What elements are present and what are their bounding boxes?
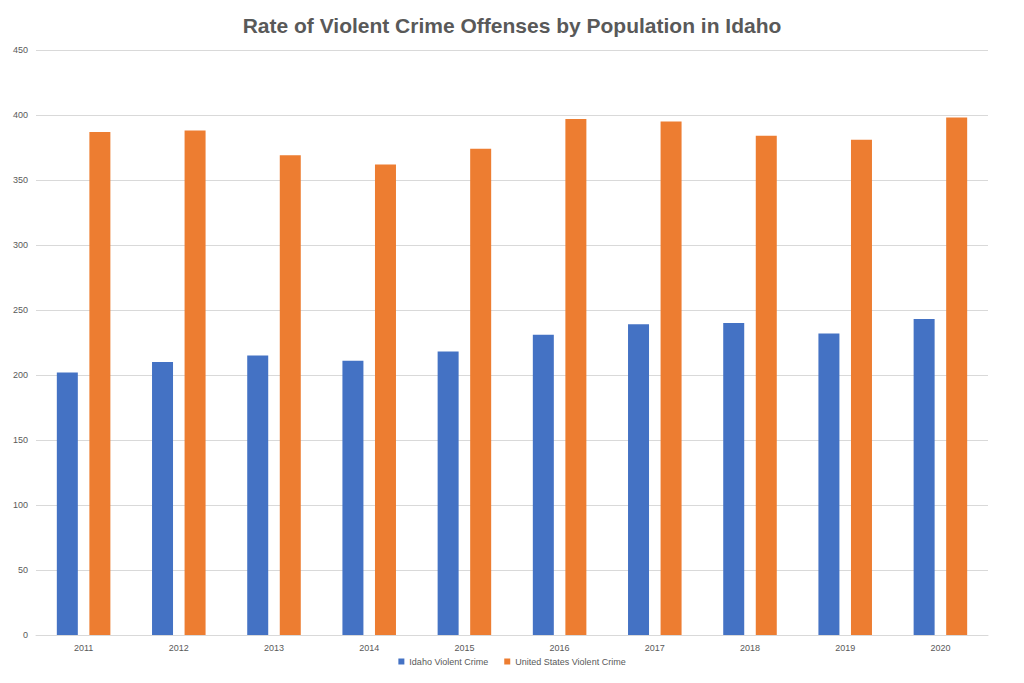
svg-text:2018: 2018 — [740, 643, 760, 653]
svg-text:2012: 2012 — [169, 643, 189, 653]
svg-text:0: 0 — [23, 630, 28, 640]
svg-text:200: 200 — [13, 370, 28, 380]
svg-text:2014: 2014 — [359, 643, 379, 653]
svg-text:100: 100 — [13, 500, 28, 510]
svg-text:2020: 2020 — [930, 643, 950, 653]
svg-text:2015: 2015 — [454, 643, 474, 653]
svg-text:300: 300 — [13, 240, 28, 250]
svg-text:400: 400 — [13, 110, 28, 120]
svg-text:Idaho Violent Crime: Idaho Violent Crime — [409, 657, 488, 667]
svg-text:United States Violent Crime: United States Violent Crime — [515, 657, 625, 667]
svg-text:250: 250 — [13, 305, 28, 315]
svg-text:450: 450 — [13, 45, 28, 55]
svg-text:2013: 2013 — [264, 643, 284, 653]
svg-text:Rate of Violent Crime Offenses: Rate of Violent Crime Offenses by Popula… — [243, 14, 782, 37]
svg-text:2019: 2019 — [835, 643, 855, 653]
svg-text:2011: 2011 — [74, 643, 93, 653]
svg-text:2016: 2016 — [550, 643, 570, 653]
svg-text:350: 350 — [13, 175, 28, 185]
svg-text:50: 50 — [18, 565, 28, 575]
svg-text:150: 150 — [13, 435, 28, 445]
svg-text:2017: 2017 — [645, 643, 665, 653]
